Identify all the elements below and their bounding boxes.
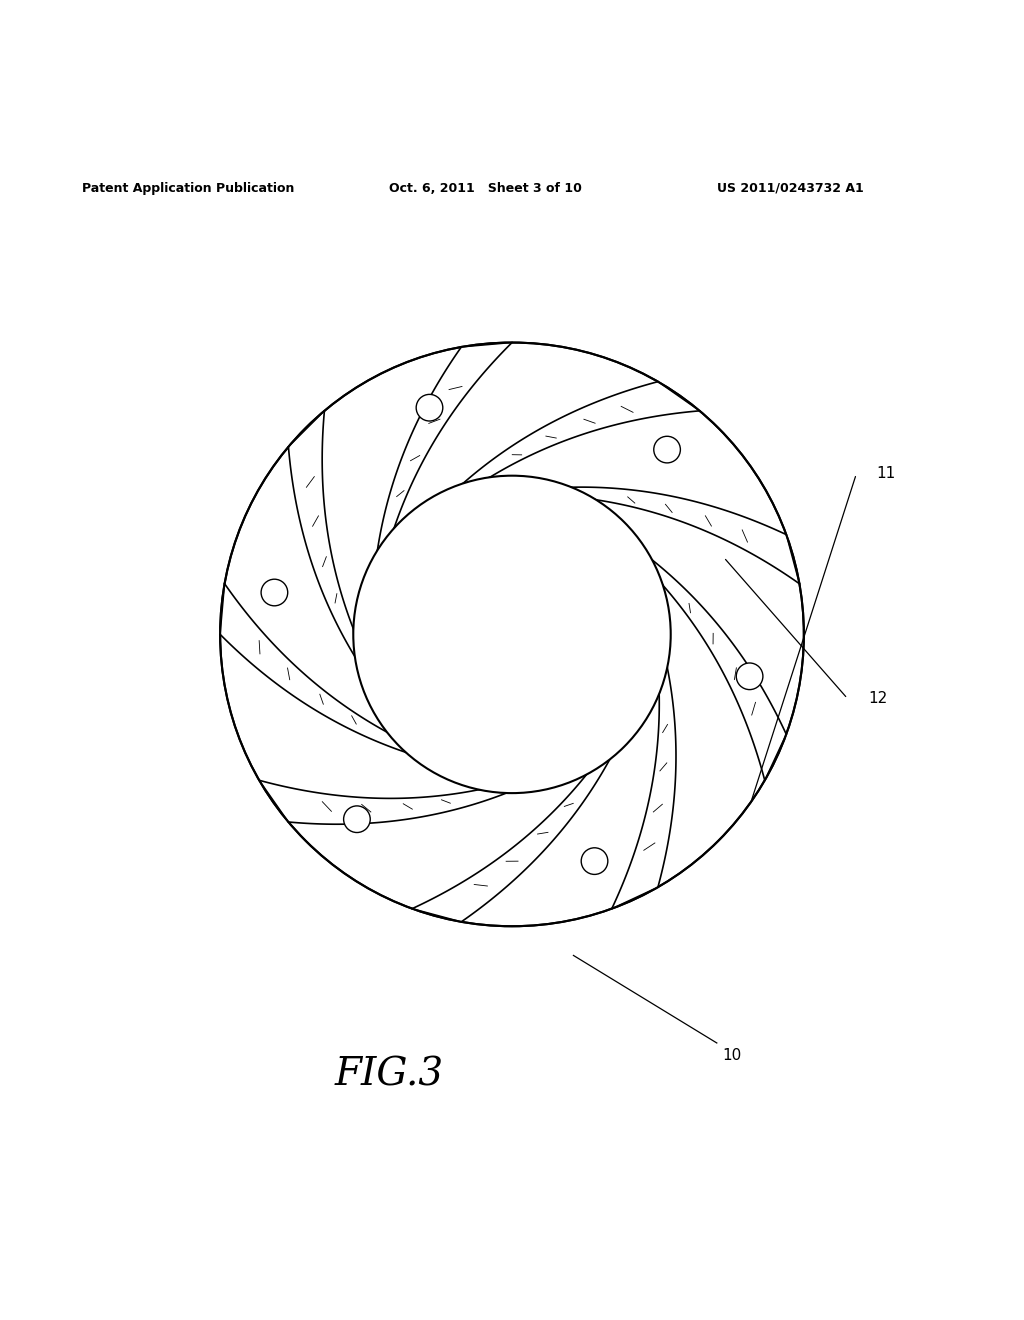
Polygon shape (571, 487, 800, 583)
Polygon shape (378, 343, 512, 550)
Circle shape (416, 395, 442, 421)
Circle shape (261, 579, 288, 606)
Text: FIG.3: FIG.3 (335, 1056, 443, 1093)
Circle shape (582, 847, 608, 874)
Circle shape (220, 343, 804, 927)
Text: 12: 12 (868, 692, 887, 706)
Polygon shape (289, 411, 355, 656)
Polygon shape (652, 560, 786, 780)
Circle shape (353, 475, 671, 793)
Text: Oct. 6, 2011   Sheet 3 of 10: Oct. 6, 2011 Sheet 3 of 10 (389, 182, 582, 195)
Text: 11: 11 (877, 466, 896, 482)
Circle shape (653, 437, 680, 463)
Circle shape (736, 663, 763, 689)
Text: US 2011/0243732 A1: US 2011/0243732 A1 (717, 182, 863, 195)
Polygon shape (259, 780, 507, 824)
Polygon shape (463, 381, 699, 483)
Text: 10: 10 (722, 1048, 741, 1063)
Text: Patent Application Publication: Patent Application Publication (82, 182, 294, 195)
Polygon shape (220, 583, 406, 752)
Polygon shape (413, 759, 609, 921)
Circle shape (344, 807, 371, 833)
Polygon shape (611, 668, 676, 908)
